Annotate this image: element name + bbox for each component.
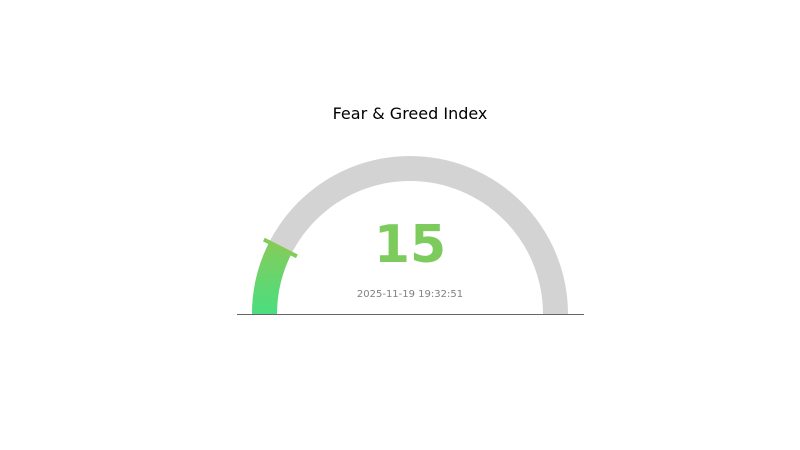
chart-title: Fear & Greed Index: [333, 104, 488, 123]
gauge-fill: [252, 242, 292, 314]
gauge-marker: [262, 237, 298, 259]
timestamp: 2025-11-19 19:32:51: [357, 289, 463, 300]
gauge-track: [252, 156, 568, 314]
gauge-value: 15: [374, 215, 446, 275]
